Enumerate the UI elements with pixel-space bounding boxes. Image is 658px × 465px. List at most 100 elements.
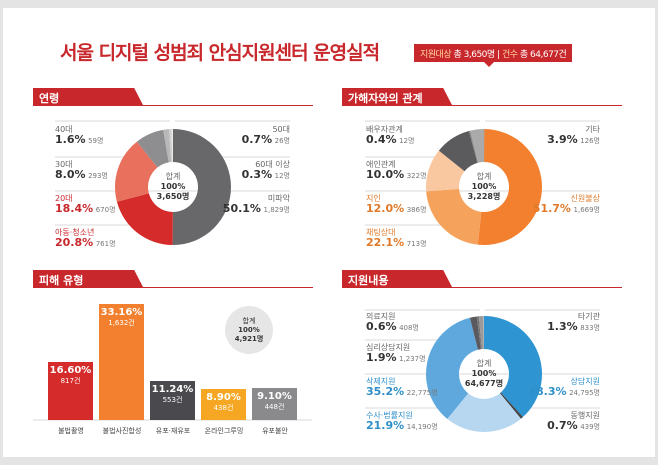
series-percent: 0.7% <box>241 133 273 146</box>
donut-slice <box>426 188 482 245</box>
series-percent: 50.1% <box>222 202 261 215</box>
series-percent: 20.8% <box>55 236 94 249</box>
series-count: 408명 <box>399 324 419 332</box>
series-name: 40대 <box>55 125 73 134</box>
section-age: 연령 <box>33 88 313 106</box>
donut-slice <box>468 130 479 163</box>
legend-label: 기타 3.9% 126명 <box>547 125 600 146</box>
bar-percent: 11.24% <box>151 383 194 395</box>
donut-slice <box>168 129 173 163</box>
series-count: 126명 <box>580 137 600 145</box>
series-percent: 22.1% <box>366 236 405 249</box>
center-percent: 100% <box>471 369 497 378</box>
section-support: 지원내용 <box>342 270 622 288</box>
series-percent: 21.9% <box>366 419 405 432</box>
legend-label: 의료지원 0.6% 408명 <box>366 312 419 333</box>
legend-label: 50대 0.7% 26명 <box>242 125 290 146</box>
bar-percent: 8.90% <box>206 391 241 403</box>
series-count: 670명 <box>95 206 116 214</box>
section-title: 지원내용 <box>342 270 452 287</box>
series-count: 322명 <box>406 172 427 180</box>
series-count: 24,795명 <box>569 389 600 397</box>
total-percent: 100% <box>238 326 260 334</box>
badge-value-cases: 총 64,677건 <box>519 50 567 60</box>
series-name: 50대 <box>272 125 290 134</box>
bar: 11.24% 553건 <box>150 380 195 420</box>
series-name: 배우자관계 <box>366 125 403 134</box>
legend-label: 30대 8.0% 293명 <box>55 160 108 181</box>
bar-count: 438건 <box>213 403 234 412</box>
series-count: 22,775명 <box>406 389 438 397</box>
series-percent: 0.7% <box>547 419 578 432</box>
bar-percent: 9.10% <box>257 391 292 403</box>
donut-center-total: 합계 100% 3,650명 <box>143 172 203 202</box>
bar-percent: 16.60% <box>49 364 92 376</box>
series-name: 60대 이상 <box>255 160 290 169</box>
series-percent: 1.9% <box>366 351 397 364</box>
series-percent: 18.4% <box>55 202 94 215</box>
legend-label: 심리상담지원 1.9% 1,237명 <box>366 343 426 364</box>
legend-label: 미파악 50.1% 1,829명 <box>223 194 290 215</box>
legend-label: 동행지원 0.7% 439명 <box>547 411 600 432</box>
badge-label-targets: 지원대상 <box>420 50 452 60</box>
legend-label: 삭제지원 35.2% 22,775명 <box>366 377 438 398</box>
series-count: 1,829명 <box>263 206 290 214</box>
series-percent: 8.0% <box>55 168 86 181</box>
series-percent: 38.3% <box>528 385 567 398</box>
center-total: 3,650명 <box>156 192 190 201</box>
section-title: 피해 유형 <box>33 270 143 287</box>
donut-center-total: 합계 100% 3,228명 <box>454 172 514 202</box>
series-name: 기타 <box>585 125 600 134</box>
legend-label: 배우자관계 0.4% 12명 <box>366 125 414 146</box>
donut-slice <box>484 316 542 418</box>
bar: 9.10% 448건 <box>252 388 297 420</box>
bar-category-label: 유포·재유포 <box>155 427 191 435</box>
series-count: 26명 <box>274 137 290 145</box>
series-name: 타기관 <box>577 312 600 321</box>
bar: 33.16% 1,632건 <box>99 304 144 420</box>
badge-value-targets: 총 3,650명 <box>453 50 496 60</box>
series-percent: 1.6% <box>55 133 86 146</box>
donut-slice <box>163 129 172 163</box>
center-label: 합계 <box>165 172 181 181</box>
legend-label: 지인 12.0% 386명 <box>366 194 427 215</box>
series-percent: 12.0% <box>366 202 405 215</box>
section-damage: 피해 유형 <box>33 270 313 288</box>
series-name: 동행지원 <box>570 411 600 420</box>
legend-label: 타기관 1.3% 833명 <box>547 312 600 333</box>
center-total: 3,228명 <box>467 192 501 201</box>
bar: 16.60% 817건 <box>48 361 93 420</box>
donut-center-total: 합계 100% 64,677명 <box>454 359 514 389</box>
bar-category-label: 온라인그루밍 <box>204 427 244 435</box>
section-relation: 가해자와의 관계 <box>342 88 622 106</box>
series-name: 애인관계 <box>366 160 396 169</box>
bar-count: 448건 <box>264 403 285 412</box>
series-percent: 1.3% <box>547 320 578 333</box>
donut-slice <box>136 129 169 168</box>
legend-label: 상담지원 38.3% 24,795명 <box>528 377 600 398</box>
bar-category-label: 불법촬영 <box>58 427 84 435</box>
donut-slice <box>426 150 465 192</box>
donut-slice <box>499 392 523 419</box>
donut-slice <box>476 316 482 350</box>
series-percent: 0.3% <box>241 168 273 181</box>
donut-slice <box>426 317 478 419</box>
center-percent: 100% <box>471 182 497 191</box>
series-percent: 0.6% <box>366 320 397 333</box>
series-percent: 0.4% <box>366 133 397 146</box>
center-percent: 100% <box>160 182 186 191</box>
legend-label: 20대 18.4% 670명 <box>55 194 116 215</box>
series-name: 채팅상대 <box>366 228 396 237</box>
page-title: 서울 디지털 성범죄 안심지원센터 운영실적 <box>60 42 380 64</box>
series-name: 상담지원 <box>570 377 600 386</box>
series-percent: 51.7% <box>532 202 571 215</box>
legend-label: 신원불상 51.7% 1,669명 <box>533 194 600 215</box>
series-name: 30대 <box>55 160 73 169</box>
series-count: 14,190명 <box>406 423 438 431</box>
donut-slice <box>477 129 543 246</box>
series-name: 심리상담지원 <box>366 343 411 352</box>
series-percent: 10.0% <box>366 168 405 181</box>
bar-category-label: 유포불안 <box>262 427 288 435</box>
damage-total-circle: 합계 100% 4,921명 <box>225 306 273 354</box>
